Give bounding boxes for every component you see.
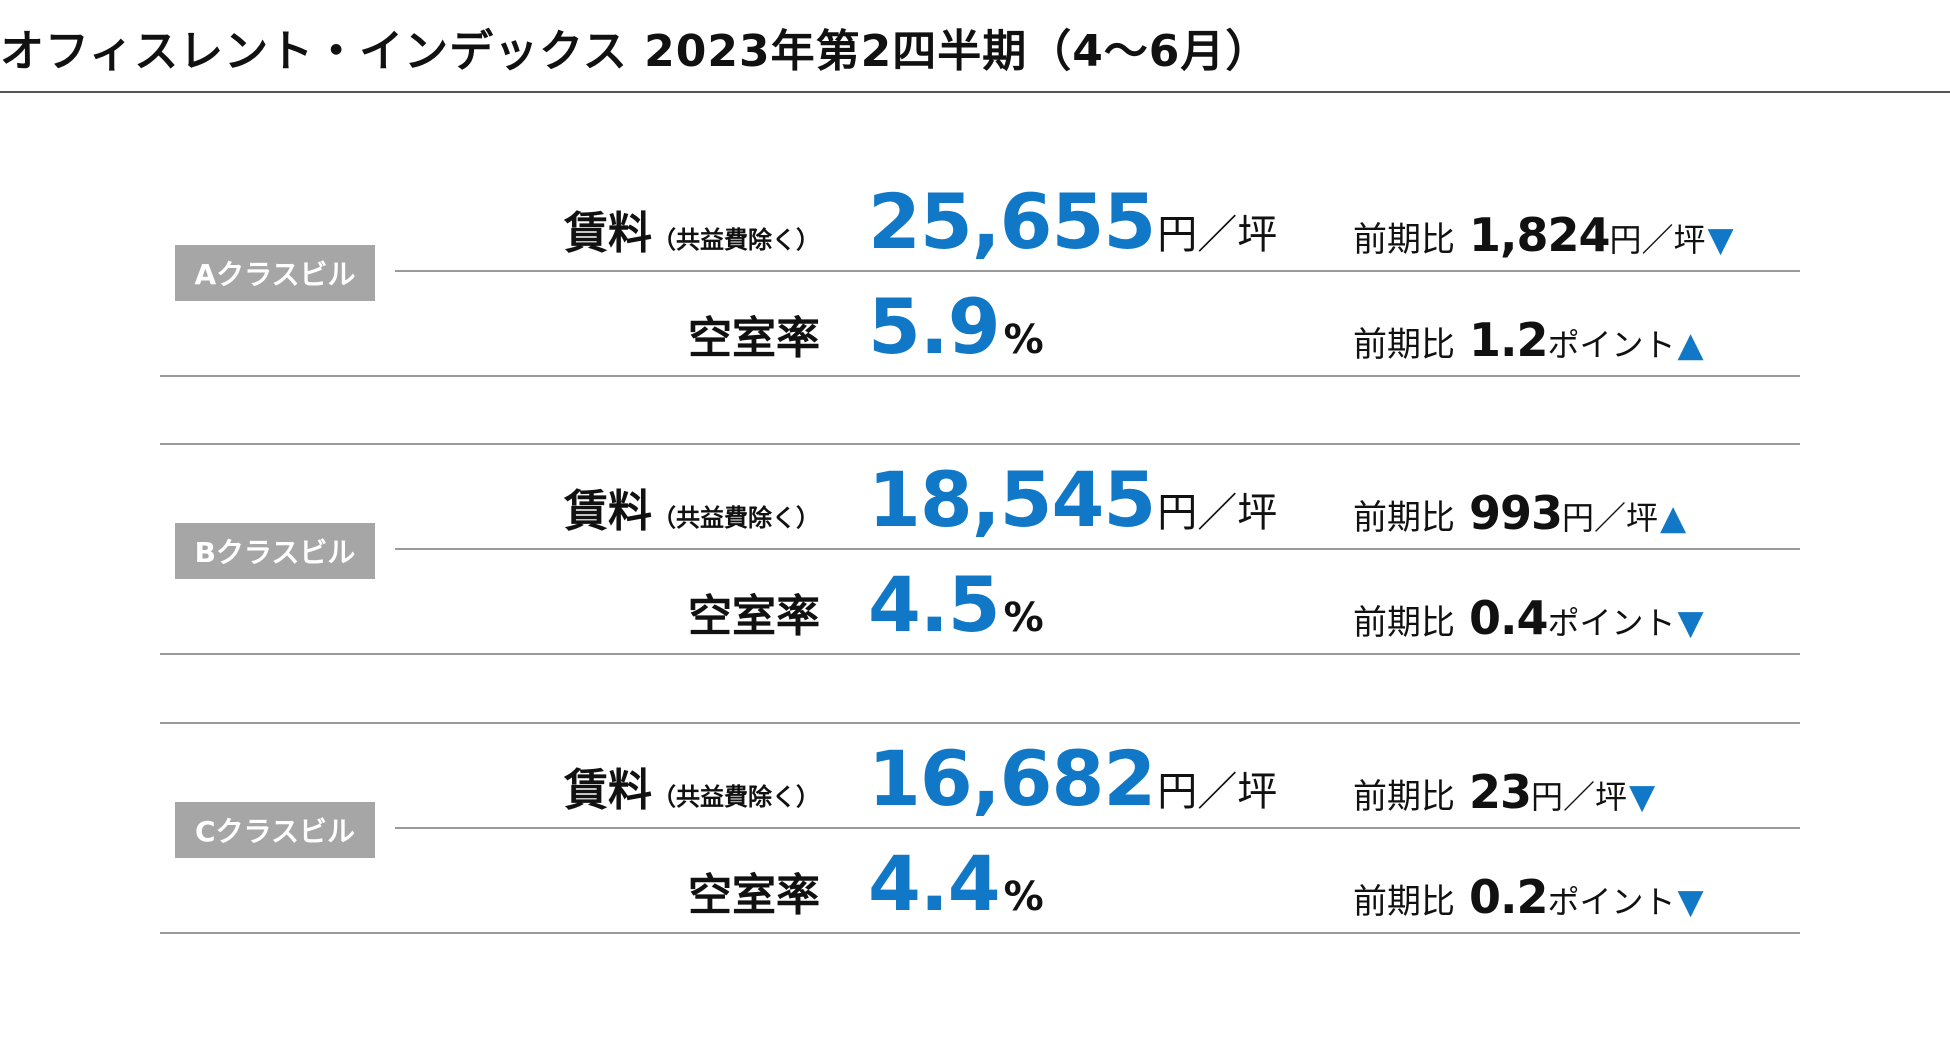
rent-row: 賃料（共益費除く） 25,655円／坪 前期比 1,824円／坪▼	[0, 180, 1950, 270]
vacancy-change-unit: ポイント	[1547, 883, 1676, 921]
prev-period-label: 前期比	[1353, 220, 1455, 260]
vacancy-change-number: 0.2	[1469, 870, 1548, 924]
vacancy-label: 空室率	[688, 870, 820, 921]
rent-value: 18,545円／坪	[868, 462, 1277, 538]
vacancy-change-number: 0.4	[1469, 591, 1548, 645]
down-arrow-icon: ▼	[1707, 220, 1734, 260]
rent-change-unit: 円／坪	[1531, 778, 1628, 816]
rent-value-unit: 円／坪	[1157, 212, 1278, 258]
vacancy-change-unit: ポイント	[1547, 604, 1676, 642]
rent-label: 賃料（共益費除く）	[564, 490, 820, 534]
section-b-class: Bクラスビル 賃料（共益費除く） 18,545円／坪 前期比 993円／坪▲ 空室…	[0, 443, 1950, 655]
section-top-rule	[160, 443, 1800, 445]
vacancy-value: 5.9%	[868, 289, 1044, 365]
title-divider	[0, 91, 1950, 93]
section-mid-rule	[395, 548, 1800, 550]
rent-value-number: 16,682	[868, 734, 1156, 823]
rent-change: 前期比 1,824円／坪▼	[1353, 212, 1734, 258]
rent-value: 25,655円／坪	[868, 184, 1277, 260]
prev-period-label: 前期比	[1353, 603, 1455, 643]
class-badge: Cクラスビル	[175, 802, 375, 858]
rent-change: 前期比 993円／坪▲	[1353, 490, 1686, 536]
rent-label-note: （共益費除く）	[652, 226, 820, 254]
vacancy-row: 空室率 4.4% 前期比 0.2ポイント▼	[0, 842, 1950, 932]
page-title: オフィスレント・インデックス 2023年第2四半期（4～6月）	[0, 26, 1271, 77]
up-arrow-icon: ▲	[1677, 325, 1704, 365]
prev-period-label: 前期比	[1353, 777, 1455, 817]
vacancy-label: 空室率	[688, 313, 820, 364]
prev-period-label: 前期比	[1353, 325, 1455, 365]
rent-label: 賃料（共益費除く）	[564, 212, 820, 256]
class-badge: Aクラスビル	[175, 245, 375, 301]
section-mid-rule	[395, 270, 1800, 272]
down-arrow-icon: ▼	[1629, 777, 1656, 817]
prev-period-label: 前期比	[1353, 882, 1455, 922]
vacancy-value: 4.4%	[868, 846, 1044, 922]
prev-period-label: 前期比	[1353, 498, 1455, 538]
rent-label-main: 賃料	[564, 486, 652, 537]
rent-value-number: 18,545	[868, 455, 1156, 544]
vacancy-change: 前期比 1.2ポイント▲	[1353, 317, 1704, 363]
vacancy-value-number: 4.4	[868, 839, 1001, 928]
vacancy-change: 前期比 0.4ポイント▼	[1353, 595, 1704, 641]
rent-value-unit: 円／坪	[1157, 490, 1278, 536]
vacancy-value-unit: %	[1003, 874, 1044, 920]
rent-label: 賃料（共益費除く）	[564, 769, 820, 813]
rent-value-unit: 円／坪	[1157, 769, 1278, 815]
vacancy-change: 前期比 0.2ポイント▼	[1353, 874, 1704, 920]
rent-change: 前期比 23円／坪▼	[1353, 769, 1655, 815]
vacancy-value-number: 5.9	[868, 282, 1001, 371]
up-arrow-icon: ▲	[1660, 498, 1687, 538]
section-top-rule	[160, 722, 1800, 724]
rent-label-main: 賃料	[564, 765, 652, 816]
rent-row: 賃料（共益費除く） 18,545円／坪 前期比 993円／坪▲	[0, 458, 1950, 548]
vacancy-change-unit: ポイント	[1547, 326, 1676, 364]
section-bottom-rule	[160, 653, 1800, 655]
vacancy-label: 空室率	[688, 591, 820, 642]
vacancy-row: 空室率 5.9% 前期比 1.2ポイント▲	[0, 285, 1950, 375]
rent-value: 16,682円／坪	[868, 741, 1277, 817]
rent-label-note: （共益費除く）	[652, 504, 820, 532]
rent-change-unit: 円／坪	[1562, 499, 1659, 537]
vacancy-change-number: 1.2	[1469, 313, 1548, 367]
section-bottom-rule	[160, 375, 1800, 377]
down-arrow-icon: ▼	[1677, 603, 1704, 643]
rent-change-unit: 円／坪	[1609, 221, 1706, 259]
rent-change-number: 1,824	[1469, 208, 1611, 262]
down-arrow-icon: ▼	[1677, 882, 1704, 922]
section-a-class: Aクラスビル 賃料（共益費除く） 25,655円／坪 前期比 1,824円／坪▼ …	[0, 165, 1950, 377]
rent-row: 賃料（共益費除く） 16,682円／坪 前期比 23円／坪▼	[0, 737, 1950, 827]
vacancy-value-unit: %	[1003, 595, 1044, 641]
rent-value-number: 25,655	[868, 177, 1156, 266]
section-bottom-rule	[160, 932, 1800, 934]
rent-change-number: 993	[1469, 486, 1563, 540]
rent-change-number: 23	[1469, 765, 1532, 819]
rent-label-main: 賃料	[564, 208, 652, 259]
section-c-class: Cクラスビル 賃料（共益費除く） 16,682円／坪 前期比 23円／坪▼ 空室率…	[0, 722, 1950, 934]
section-mid-rule	[395, 827, 1800, 829]
vacancy-row: 空室率 4.5% 前期比 0.4ポイント▼	[0, 563, 1950, 653]
vacancy-value-unit: %	[1003, 317, 1044, 363]
rent-label-note: （共益費除く）	[652, 783, 820, 811]
vacancy-value: 4.5%	[868, 567, 1044, 643]
class-badge: Bクラスビル	[175, 523, 375, 579]
vacancy-value-number: 4.5	[868, 560, 1001, 649]
